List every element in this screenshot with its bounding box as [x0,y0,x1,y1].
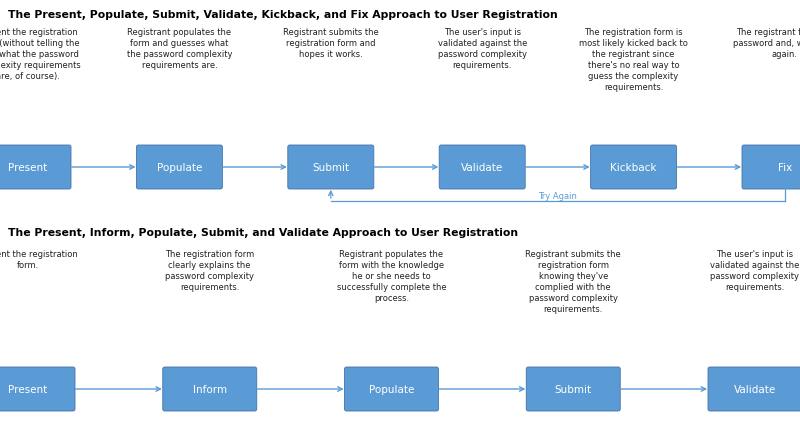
Text: Registrant populates the
form with the knowledge
he or she needs to
successfully: Registrant populates the form with the k… [337,250,446,302]
Text: Populate: Populate [157,163,202,173]
FancyBboxPatch shape [526,367,620,411]
Text: The user's input is
validated against the
password complexity
requirements.: The user's input is validated against th… [438,28,527,70]
Text: Validate: Validate [734,384,776,394]
Text: Submit: Submit [312,163,350,173]
Text: The Present, Inform, Populate, Submit, and Validate Approach to User Registratio: The Present, Inform, Populate, Submit, a… [8,227,518,237]
Text: The registrant fixes the
password and, well, tries
again.: The registrant fixes the password and, w… [733,28,800,59]
FancyBboxPatch shape [708,367,800,411]
Text: The Present, Populate, Submit, Validate, Kickback, and Fix Approach to User Regi: The Present, Populate, Submit, Validate,… [8,10,558,20]
Text: Validate: Validate [461,163,503,173]
FancyBboxPatch shape [0,367,75,411]
FancyBboxPatch shape [590,146,677,190]
Text: Registrant populates the
form and guesses what
the password complexity
requireme: Registrant populates the form and guesse… [126,28,232,70]
FancyBboxPatch shape [288,146,374,190]
Text: Present: Present [8,163,48,173]
Text: Registrant submits the
registration form and
hopes it works.: Registrant submits the registration form… [283,28,378,59]
FancyBboxPatch shape [136,146,222,190]
FancyBboxPatch shape [439,146,526,190]
FancyBboxPatch shape [345,367,438,411]
Text: Inform: Inform [193,384,227,394]
Text: Kickback: Kickback [610,163,657,173]
Text: Submit: Submit [554,384,592,394]
FancyBboxPatch shape [742,146,800,190]
FancyBboxPatch shape [162,367,257,411]
Text: The user's input is
validated against the
password complexity
requirements.: The user's input is validated against th… [710,250,800,292]
Text: Fix: Fix [778,163,792,173]
Text: Present the registration
form.: Present the registration form. [0,250,78,270]
Text: Present: Present [8,384,48,394]
FancyBboxPatch shape [0,146,71,190]
Text: Try Again: Try Again [538,191,578,201]
Text: The registration form is
most likely kicked back to
the registrant since
there's: The registration form is most likely kic… [579,28,688,92]
Text: Populate: Populate [369,384,414,394]
Text: Registrant submits the
registration form
knowing they've
complied with the
passw: Registrant submits the registration form… [526,250,621,314]
Text: Present the registration
form (without telling the
user what the password
comple: Present the registration form (without t… [0,28,81,81]
Text: The registration form
clearly explains the
password complexity
requirements.: The registration form clearly explains t… [165,250,254,292]
